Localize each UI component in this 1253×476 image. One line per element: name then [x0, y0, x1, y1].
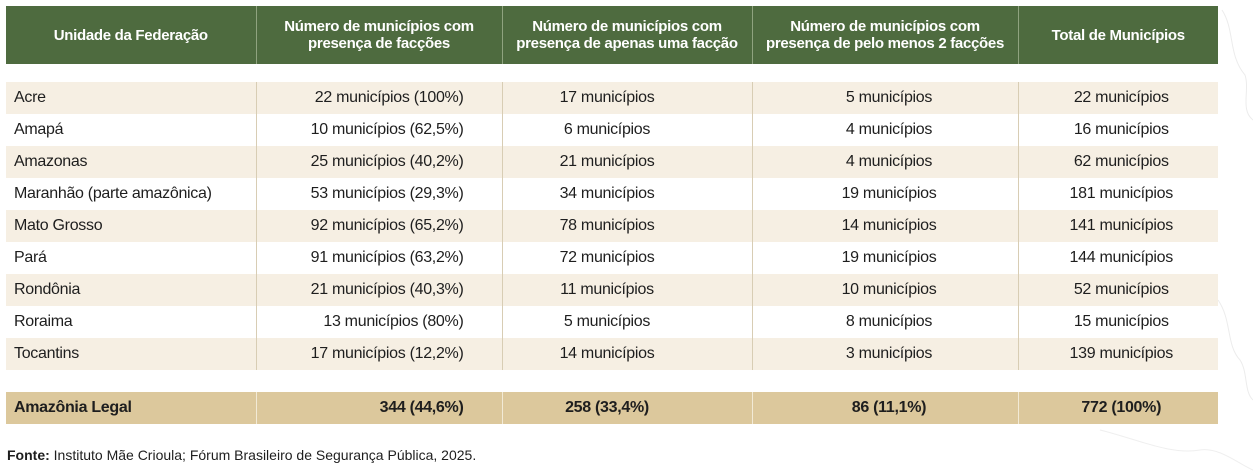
multi-faction-cell: 19 municípios [752, 178, 1019, 210]
state-cell: Mato Grosso [6, 210, 257, 242]
total-factions-cell: 344 (44,6%) [256, 392, 503, 424]
total-cell: 52 municípios [1018, 274, 1218, 306]
table-row: Amapá 10 municípios (62,5%) 6 municípios… [6, 114, 1218, 146]
multi-faction-cell: 4 municípios [752, 114, 1019, 146]
table-row: Acre 22 municípios (100%) 17 municípios … [6, 82, 1218, 114]
single-faction-cell: 17 municípios [502, 82, 753, 114]
table-row: Rondônia 21 municípios (40,3%) 11 municí… [6, 274, 1218, 306]
factions-count-cell: 92 municípios (65,2%) [256, 210, 503, 242]
multi-faction-cell: 14 municípios [752, 210, 1019, 242]
single-faction-cell: 6 municípios [502, 114, 753, 146]
single-faction-cell: 34 municípios [502, 178, 753, 210]
total-label-cell: Amazônia Legal [6, 392, 257, 424]
state-cell: Acre [6, 82, 257, 114]
table-container: Unidade da Federação Número de município… [6, 6, 1218, 424]
table-row: Mato Grosso 92 municípios (65,2%) 78 mun… [6, 210, 1218, 242]
multi-faction-cell: 19 municípios [752, 242, 1019, 274]
header-total: Total de Municípios [1018, 6, 1218, 64]
total-cell: 144 municípios [1018, 242, 1218, 274]
header-row: Unidade da Federação Número de município… [6, 6, 1218, 64]
total-cell: 141 municípios [1018, 210, 1218, 242]
header-with-factions: Número de municípios com presença de fac… [256, 6, 503, 64]
table-row: Amazonas 25 municípios (40,2%) 21 municí… [6, 146, 1218, 178]
total-cell: 181 municípios [1018, 178, 1218, 210]
header-single-faction: Número de municípios com presença de ape… [502, 6, 753, 64]
table-row: Roraima 13 municípios (80%) 5 municípios… [6, 306, 1218, 338]
state-cell: Amapá [6, 114, 257, 146]
single-faction-cell: 72 municípios [502, 242, 753, 274]
factions-count-cell: 22 municípios (100%) [256, 82, 503, 114]
state-cell: Pará [6, 242, 257, 274]
total-cell: 139 municípios [1018, 338, 1218, 370]
single-faction-cell: 11 municípios [502, 274, 753, 306]
header-state: Unidade da Federação [6, 6, 257, 64]
single-faction-cell: 5 municípios [502, 306, 753, 338]
total-cell: 62 municípios [1018, 146, 1218, 178]
state-cell: Amazonas [6, 146, 257, 178]
single-faction-cell: 78 municípios [502, 210, 753, 242]
multi-faction-cell: 10 municípios [752, 274, 1019, 306]
single-faction-cell: 14 municípios [502, 338, 753, 370]
total-cell: 22 municípios [1018, 82, 1218, 114]
factions-count-cell: 53 municípios (29,3%) [256, 178, 503, 210]
state-cell: Tocantins [6, 338, 257, 370]
multi-faction-cell: 4 municípios [752, 146, 1019, 178]
factions-count-cell: 91 municípios (63,2%) [256, 242, 503, 274]
state-cell: Rondônia [6, 274, 257, 306]
table-row: Tocantins 17 municípios (12,2%) 14 munic… [6, 338, 1218, 370]
multi-faction-cell: 5 municípios [752, 82, 1019, 114]
total-row: Amazônia Legal 344 (44,6%) 258 (33,4%) 8… [6, 392, 1218, 424]
total-multi-faction-cell: 86 (11,1%) [752, 392, 1019, 424]
factions-table: Unidade da Federação Número de município… [6, 6, 1218, 424]
source-label: Fonte: [7, 447, 50, 463]
multi-faction-cell: 3 municípios [752, 338, 1019, 370]
state-cell: Roraima [6, 306, 257, 338]
table-row: Pará 91 municípios (63,2%) 72 municípios… [6, 242, 1218, 274]
source-text: Instituto Mãe Crioula; Fórum Brasileiro … [49, 447, 477, 463]
total-municipalities-cell: 772 (100%) [1018, 392, 1218, 424]
total-cell: 15 municípios [1018, 306, 1218, 338]
header-two-plus-factions: Número de municípios com presença de pel… [752, 6, 1019, 64]
source-note: Fonte: Instituto Mãe Crioula; Fórum Bras… [7, 447, 476, 463]
table-body: Acre 22 municípios (100%) 17 municípios … [6, 82, 1218, 370]
multi-faction-cell: 8 municípios [752, 306, 1019, 338]
factions-count-cell: 13 municípios (80%) [256, 306, 503, 338]
table-row: Maranhão (parte amazônica) 53 municípios… [6, 178, 1218, 210]
total-cell: 16 municípios [1018, 114, 1218, 146]
single-faction-cell: 21 municípios [502, 146, 753, 178]
total-single-faction-cell: 258 (33,4%) [502, 392, 753, 424]
factions-count-cell: 25 municípios (40,2%) [256, 146, 503, 178]
factions-count-cell: 17 municípios (12,2%) [256, 338, 503, 370]
factions-count-cell: 21 municípios (40,3%) [256, 274, 503, 306]
factions-count-cell: 10 municípios (62,5%) [256, 114, 503, 146]
state-cell: Maranhão (parte amazônica) [6, 178, 257, 210]
